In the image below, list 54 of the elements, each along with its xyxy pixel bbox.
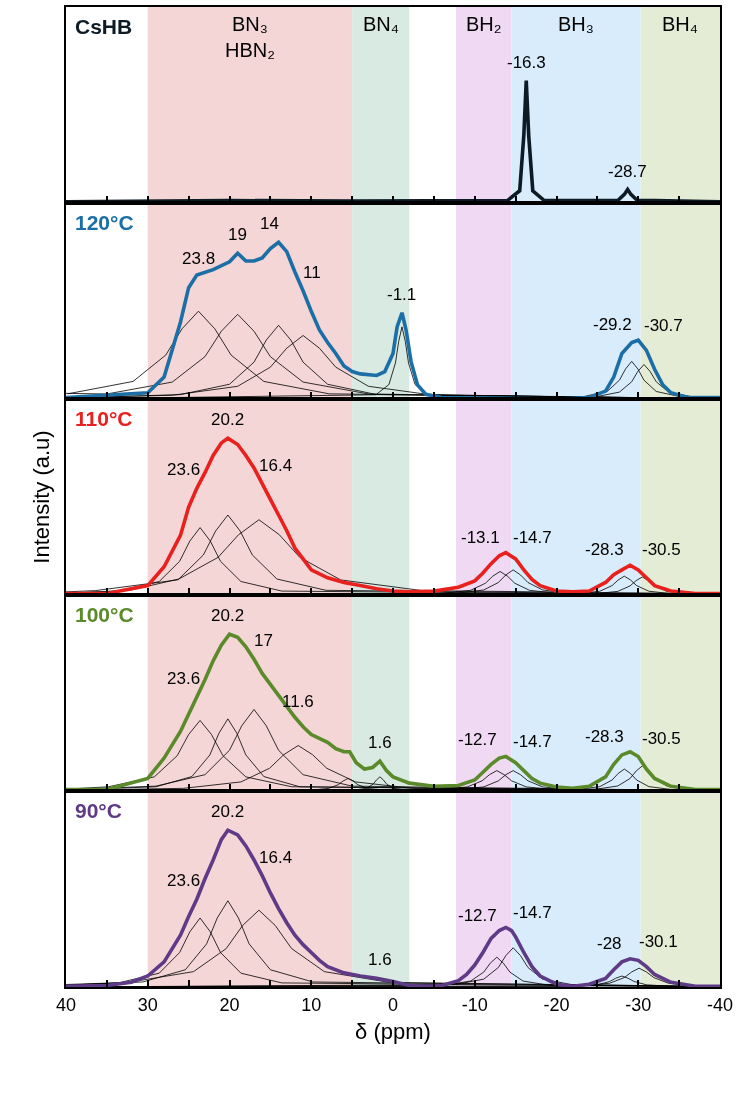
y-axis-title: Intensity (a.u) bbox=[29, 430, 55, 564]
annotation: 23.6 bbox=[167, 669, 201, 688]
annotation: -16.3 bbox=[507, 53, 546, 72]
annotation: 20.2 bbox=[211, 410, 245, 429]
annotation: 23.8 bbox=[182, 249, 216, 268]
chart-title: 120°C bbox=[75, 211, 134, 234]
annotation: 11 bbox=[303, 263, 321, 282]
chart-title: 100°C bbox=[75, 603, 134, 626]
annotation: 23.6 bbox=[167, 871, 201, 890]
annotation: 23.6 bbox=[167, 460, 201, 479]
chart-title: 110°C bbox=[75, 407, 133, 430]
chart-title: 90°C bbox=[75, 799, 122, 822]
annotation: 1.6 bbox=[368, 950, 392, 969]
annotation: 17 bbox=[254, 631, 273, 650]
x-tick-label: 40 bbox=[55, 994, 77, 1015]
annotation: 1.6 bbox=[368, 733, 392, 752]
x-tick-label: -30 bbox=[625, 994, 652, 1015]
annotation: -30.5 bbox=[642, 729, 681, 748]
annotation: 19 bbox=[228, 225, 247, 244]
x-tick-label: -40 bbox=[706, 994, 734, 1015]
annotation: -29.2 bbox=[593, 315, 632, 334]
annotation: 20.2 bbox=[211, 802, 245, 821]
annotation: 16.4 bbox=[259, 456, 293, 475]
x-tick-label: 20 bbox=[219, 994, 240, 1015]
annotation: -28.3 bbox=[585, 727, 624, 746]
annotation: -14.7 bbox=[513, 903, 552, 922]
x-tick-label: 30 bbox=[137, 994, 158, 1015]
annotation: -13.1 bbox=[461, 528, 500, 547]
annotation: -30.5 bbox=[642, 540, 681, 559]
annotation: -28.3 bbox=[585, 540, 624, 559]
annotation: 16.4 bbox=[259, 848, 293, 867]
annotation: -30.7 bbox=[644, 316, 683, 335]
band-label: BH₃ bbox=[558, 13, 594, 35]
annotation: -14.7 bbox=[513, 732, 552, 751]
annotation: -28.7 bbox=[608, 162, 647, 181]
annotation: -12.7 bbox=[458, 730, 497, 749]
band-label: BH₄ bbox=[662, 13, 698, 35]
annotation: 20.2 bbox=[211, 606, 245, 625]
annotation: -28 bbox=[597, 934, 622, 953]
annotation: -14.7 bbox=[513, 528, 552, 547]
x-axis-title: δ (ppm) bbox=[355, 1018, 431, 1044]
x-tick-label: -10 bbox=[461, 994, 488, 1015]
annotation: 14 bbox=[260, 214, 279, 233]
x-tick-label: 0 bbox=[387, 994, 399, 1015]
annotation: -1.1 bbox=[387, 285, 417, 304]
band-label: BN₄ bbox=[363, 13, 399, 35]
x-tick-label: -20 bbox=[543, 994, 570, 1015]
annotation: -12.7 bbox=[458, 906, 497, 925]
x-tick-label: 10 bbox=[301, 994, 322, 1015]
annotation: -30.1 bbox=[639, 932, 678, 951]
band-label: BH₂ bbox=[466, 13, 502, 35]
band-label: BN₃ HBN₂ bbox=[225, 13, 275, 61]
annotation: 11.6 bbox=[282, 692, 314, 711]
chart-title: CsHB bbox=[75, 15, 133, 38]
